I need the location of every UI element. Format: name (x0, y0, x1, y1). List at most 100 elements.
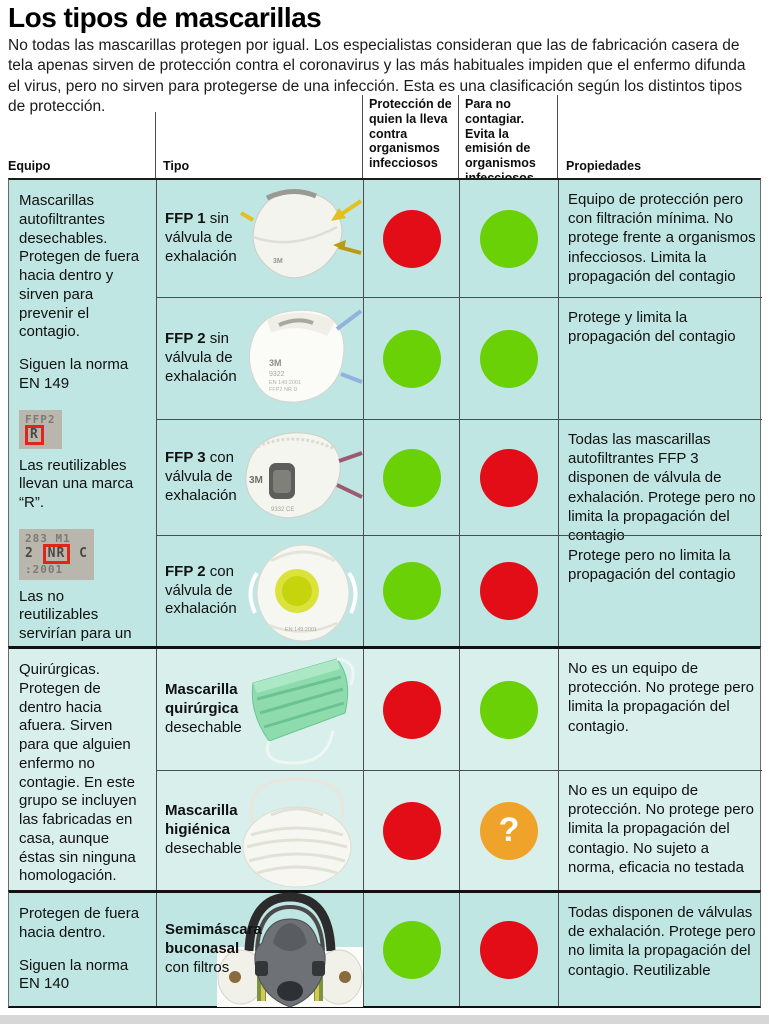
emission-status-cell (459, 535, 558, 646)
marking-context: C (79, 546, 88, 562)
nr-marking-photo: 283 M1 2 NR C :2001 (19, 528, 94, 580)
tipo-label-rest: con válvula de exhalación (165, 562, 237, 618)
half-face-respirator-image (217, 891, 363, 1008)
equipo-text: Quirúrgicas. Protegen de dentro hacia af… (19, 661, 137, 885)
header-divider (155, 112, 156, 178)
table-header: Equipo Tipo Protección de quien la lleva… (8, 95, 761, 185)
equipo-description: Quirúrgicas. Protegen de dentro hacia af… (9, 649, 156, 890)
protection-status-cell (363, 893, 459, 1006)
protection-status-dot (382, 680, 441, 739)
emission-status-cell (459, 419, 558, 535)
svg-text:EN 149:2001: EN 149:2001 (269, 380, 301, 386)
protection-status-dot (382, 209, 441, 268)
emission-status-cell (459, 180, 558, 297)
nr-marking-boxed: NR (42, 544, 71, 565)
tipo-label-rest: desechable (165, 839, 242, 857)
tipo-cell-quirurgica: Mascarilla quirúrgica desechable (156, 649, 363, 770)
tipo-label: Mascarilla higiénica desechable (165, 802, 261, 858)
tipo-label-bold: FFP 2 (165, 330, 206, 348)
column-header-equipo: Equipo (8, 159, 51, 174)
protection-status-cell (363, 297, 459, 419)
marking-context: :2001 (25, 563, 64, 577)
emission-status-dot (480, 329, 538, 388)
marking-context: 2 (25, 546, 34, 562)
properties-cell: Protege y limita la propagación del cont… (558, 297, 762, 419)
emission-status-dot (480, 209, 538, 268)
header-divider (557, 95, 558, 178)
ffp1-mask-image: 3M (239, 188, 363, 278)
protection-status-dot (382, 920, 441, 979)
tipo-cell-ffp3-con: FFP 3 con válvula de exhalación 3M 9332 … (156, 419, 363, 535)
section-semimascara: Protegen de fuera hacia dentro. Siguen l… (8, 890, 761, 1008)
tipo-label-bold: Semimáscara buconasal (165, 921, 262, 958)
emission-status-cell (459, 893, 558, 1006)
ffp2-valve-mask-image: EN 149:2001 (248, 544, 358, 642)
emission-status-dot (480, 448, 538, 507)
properties-cell: Protege pero no limita la propagación de… (558, 535, 762, 646)
protection-status-cell (363, 770, 459, 890)
protection-status-cell (363, 649, 459, 770)
tipo-cell-ffp1: FFP 1 sin válvula de exhalación 3M (156, 180, 363, 297)
page-bottom-edge (0, 1015, 769, 1024)
emission-status-dot (480, 801, 538, 860)
svg-text:FFP2 NR D: FFP2 NR D (269, 387, 297, 393)
emission-status-dot (480, 920, 538, 979)
column-header-tipo: Tipo (163, 159, 190, 174)
tipo-cell-ffp2-sin: FFP 2 sin válvula de exhalación 3M 9322 … (156, 297, 363, 419)
section-quirurgicas: Quirúrgicas. Protegen de dentro hacia af… (8, 646, 762, 890)
tipo-label-bold: Mascarilla higiénica (165, 802, 238, 839)
marking-context: 283 M1 (25, 531, 71, 545)
tipo-label-bold: FFP 3 (165, 449, 206, 467)
ffp2-foldflat-mask-image: 3M 9322 EN 149:2001 FFP2 NR D (248, 308, 363, 403)
protection-status-dot (382, 448, 441, 507)
svg-text:3M: 3M (249, 475, 263, 486)
tipo-label: FFP 3 con válvula de exhalación (165, 449, 247, 505)
protection-status-dot (382, 562, 441, 620)
tipo-label: FFP 2 con válvula de exhalación (165, 563, 247, 619)
tipo-label: FFP 1 sin válvula de exhalación (165, 210, 247, 266)
intro-paragraph: No todas las mascarillas protegen por ig… (8, 37, 746, 116)
tipo-label-rest: con válvula de exhalación (165, 449, 237, 504)
tipo-label-rest: sin válvula de exhalación (165, 330, 237, 385)
protection-status-cell (363, 180, 459, 297)
column-header-no-contagion: Para no contagiar. Evita la emisión de o… (465, 97, 536, 185)
protection-status-dot (382, 329, 441, 388)
tipo-label-rest: sin válvula de exhalación (165, 210, 237, 265)
tipo-label-bold: FFP 2 (165, 562, 206, 580)
tipo-cell-higienica: Mascarilla higiénica desechable (156, 770, 363, 890)
ffp3-valve-mask-image: 3M 9332 CE (245, 431, 363, 518)
tipo-cell-semimascara: Semimáscara buconasal con filtros (156, 891, 363, 1008)
equipo-text: Protegen de fuera hacia dentro. (19, 905, 140, 941)
column-header-properties: Propiedades (566, 159, 642, 174)
tipo-label: FFP 2 sin válvula de exhalación (165, 330, 247, 386)
emission-status-cell (459, 770, 558, 890)
r-marking-boxed: R (25, 425, 44, 445)
tipo-cell-ffp2-con: FFP 2 con válvula de exhalación EN 149:2… (156, 535, 363, 646)
protection-status-cell (363, 535, 459, 646)
r-marking-photo: FFP2 R (19, 409, 62, 449)
properties-cell: Equipo de protección pero con filtración… (558, 180, 762, 297)
emission-status-cell (459, 297, 558, 419)
equipo-norm: Siguen la norma EN 140 (19, 956, 129, 993)
properties-cell: No es un equipo de protección. No proteg… (558, 649, 762, 770)
tipo-label: Mascarilla quirúrgica desechable (165, 681, 261, 737)
properties-cell: No es un equipo de protección. No proteg… (558, 770, 762, 890)
tipo-label-bold: FFP 1 (165, 210, 206, 228)
properties-cell: Todas disponen de válvulas de exhalación… (558, 893, 762, 1006)
equipo-description: Protegen de fuera hacia dentro. Siguen l… (9, 893, 156, 1006)
page-title: Los tipos de mascarillas (8, 2, 322, 33)
protection-status-dot (382, 801, 441, 860)
r-marking-caption: Las reutilizables llevan una marca “R”. (19, 456, 134, 512)
equipo-norm: Siguen la norma EN 149 (19, 356, 129, 392)
surgical-mask-image (251, 657, 355, 765)
tipo-label-bold: Mascarilla quirúrgica (165, 681, 239, 718)
emission-status-cell (459, 649, 558, 770)
column-header-protection: Protección de quien la lleva contra orga… (369, 97, 452, 170)
svg-text:3M: 3M (273, 258, 283, 265)
equipo-description: Mascarillas autofiltrantes desechables. … (9, 180, 156, 680)
header-divider (458, 95, 459, 178)
svg-text:3M: 3M (269, 358, 282, 368)
section-autofiltrantes: Mascarillas autofiltrantes desechables. … (8, 178, 762, 680)
header-divider (362, 95, 363, 178)
